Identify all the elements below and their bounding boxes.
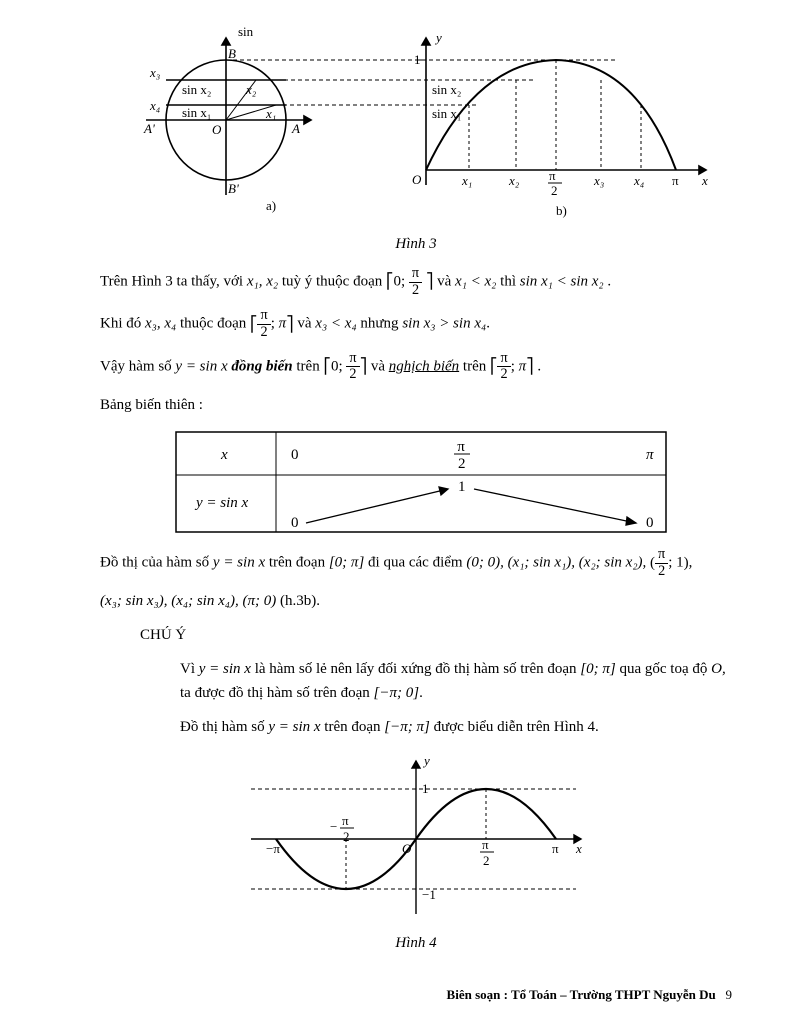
label-A: A [291,121,300,136]
tick-x3: x₃ [593,173,604,188]
sub-b: b) [556,203,567,218]
variation-table: x 0 π 2 π y = sin x 0 1 0 [156,427,676,537]
svg-text:y: y [422,753,430,768]
label-sinx2-a: sin x₂ [182,82,211,97]
paragraph-2: Khi đó x₃, x₄ thuộc đoạn ⎡π2; π⎤ và x₃ <… [100,308,732,340]
axis-label-sin: sin [238,24,254,39]
label-x1-a: x₁ [265,106,276,121]
paragraph-4b: (x₃; sin x₃), (x₄; sin x₄), (π; 0) (h.3b… [100,589,732,613]
tick-pihalf-num: π [549,168,556,183]
tick-pi: π [672,173,679,188]
svg-text:0: 0 [291,447,299,463]
label-Ap: A' [143,121,155,136]
svg-text:−1: −1 [422,887,436,902]
svg-text:π: π [342,813,349,828]
figure-4-caption: Hình 4 [100,931,732,955]
axis-x-b: x [701,173,708,188]
tick-x1: x₁ [461,173,472,188]
label-x4: x₄ [149,98,161,113]
figure-3-caption: Hình 3 [100,232,732,256]
svg-text:y = sin x: y = sin x [194,495,249,511]
svg-text:2: 2 [458,456,466,472]
svg-text:−π: −π [266,841,280,856]
paragraph-4: Đồ thị của hàm số y = sin x trên đoạn [0… [100,547,732,579]
tick-x4: x₄ [633,173,645,188]
label-sinx2-b: sin x₂ [432,82,461,97]
svg-text:2: 2 [483,853,490,868]
paragraph-3: Vậy hàm số y = sin x đồng biến trên ⎡0; … [100,351,732,383]
svg-text:π: π [552,841,559,856]
figure-4: y x 1 −1 O −π π − π 2 π 2 [236,749,596,929]
tick-x2: x₂ [508,173,520,188]
axis-y-b: y [434,30,442,45]
label-x2-a: x₂ [245,82,257,97]
svg-text:x: x [575,841,582,856]
svg-text:x: x [220,447,228,463]
svg-text:π: π [646,447,654,463]
svg-text:0: 0 [646,515,654,531]
note-2: Đồ thị hàm số y = sin x trên đoạn [−π; π… [180,715,732,739]
paragraph-1: Trên Hình 3 ta thấy, với x₁, x₂ tuỳ ý th… [100,266,732,298]
label-1-b: 1 [414,52,421,67]
svg-text:π: π [457,439,465,455]
label-sinx1-a: sin x₁ [182,105,211,120]
svg-text:O: O [402,841,412,856]
label-O-b: O [412,172,422,187]
label-x3: x₃ [149,65,160,80]
bbt-label: Bảng biến thiên : [100,393,732,417]
svg-text:2: 2 [343,829,350,844]
svg-text:−: − [330,819,337,834]
label-Bp: B' [228,181,239,196]
svg-text:1: 1 [458,479,466,495]
svg-text:0: 0 [291,515,299,531]
label-O-a: O [212,122,222,137]
svg-text:π: π [482,837,489,852]
label-B: B [228,46,236,61]
label-sinx1-b: sin x₁ [432,106,461,121]
page-footer: Biên soạn : Tổ Toán – Trường THPT Nguyễn… [100,985,732,1006]
tick-pihalf-den: 2 [551,183,558,198]
note-1: Vì y = sin x là hàm số lẻ nên lấy đối xứ… [180,657,732,705]
note-heading: CHÚ Ý [140,623,732,647]
svg-text:1: 1 [422,781,429,796]
figure-3: sin B B' A A' O x₃ x₄ sin x₂ sin x₁ x₂ x… [116,20,716,230]
sub-a: a) [266,198,276,213]
